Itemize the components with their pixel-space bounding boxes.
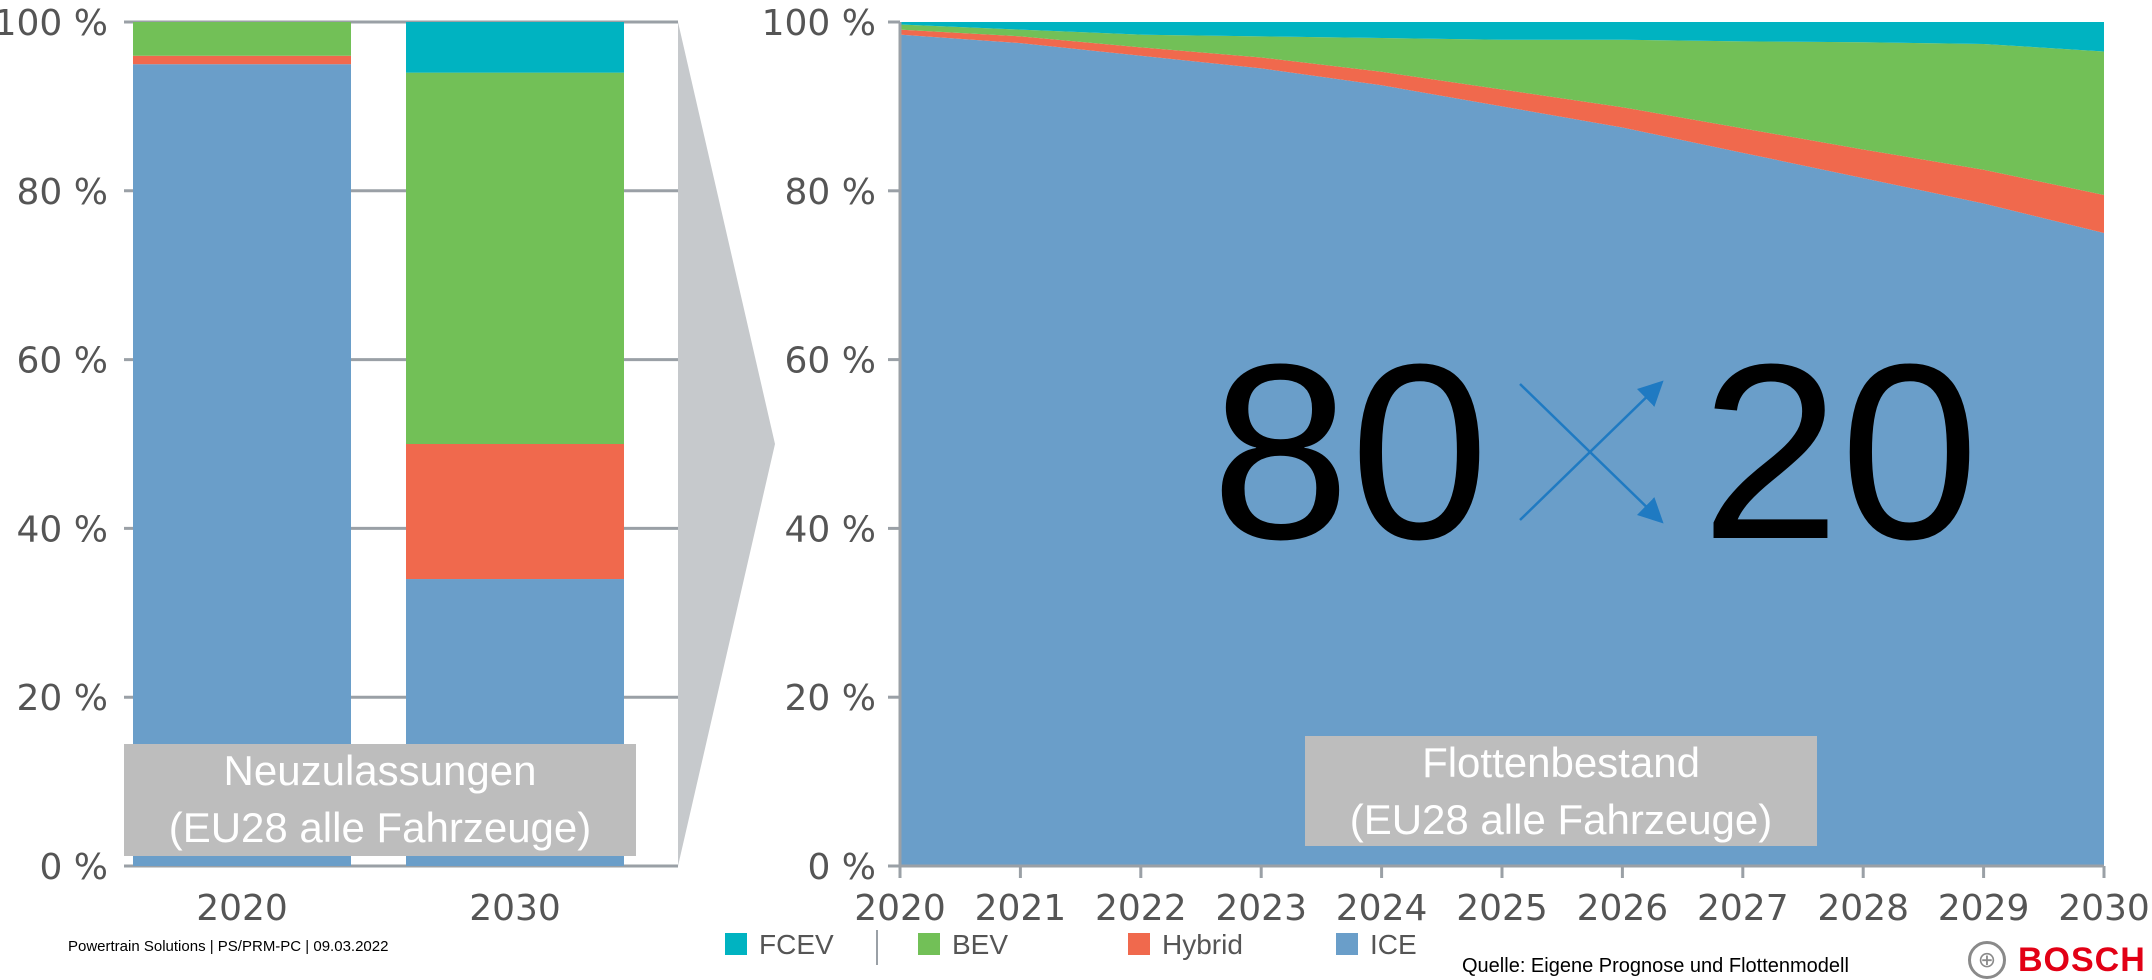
area-bev [900,24,2104,196]
y-tick-label: 100 % [0,3,108,44]
legend: FCEV BEV Hybrid ICE [725,929,1417,965]
footer-left-text: Powertrain Solutions | PS/PRM-PC | 09.03… [68,938,389,955]
caption-line-1: Neuzulassungen [224,747,537,794]
legend-label: FCEV [759,929,834,960]
bar-2030-fcev [406,22,624,73]
x-tick-label: 2030 [469,888,561,929]
x-tick-label: 2028 [1817,888,1909,929]
x-tick-label: 2026 [1577,888,1669,929]
x-tick-label: 2021 [975,888,1067,929]
y-tick-label: 0 % [39,847,108,888]
legend-swatch-ice [1336,933,1358,955]
source-text: Quelle: Eigene Prognose und Flottenmodel… [1462,955,1849,977]
right-chart: 0 % 20 % 40 % 60 % 80 % 100 % 2020 2021 2022 2023… [762,3,2150,929]
ratio-label: 80 20 [1211,312,1979,591]
ratio-right-number: 20 [1701,312,1979,591]
y-tick-label: 20 % [17,678,108,719]
x-tick-label: 2023 [1215,888,1307,929]
x-tick-label: 2020 [196,888,288,929]
y-tick-label: 40 % [785,509,876,550]
bar-2020-ice [133,64,351,866]
arrow-down-right-icon [1519,383,1664,524]
legend-swatch-hybrid [1128,933,1150,955]
left-chart: 0 % 20 % 40 % 60 % 80 % 100 % 2020 2030 Neuzulas… [0,3,678,929]
bar-2020-bev [133,22,351,56]
legend-swatch-bev [918,933,940,955]
ratio-left-number: 80 [1211,312,1489,591]
y-tick-label: 0 % [807,847,876,888]
y-tick-label: 60 % [17,341,108,382]
y-tick-label: 80 % [785,172,876,213]
bar-2020-hybrid [133,55,351,65]
bosch-logo: ⊕ BOSCH [1968,940,2146,980]
bosch-armature-icon: ⊕ [1968,941,2006,979]
area-ice [900,34,2104,867]
bar-2030-hybrid [406,444,624,580]
caption-box [124,744,636,856]
x-tick-label: 2020 [854,888,946,929]
caption-line-2: (EU28 alle Fahrzeuge) [1350,796,1773,843]
y-tick-label: 60 % [785,341,876,382]
y-tick-label: 20 % [785,678,876,719]
caption-box [1305,736,1817,846]
x-tick-label: 2029 [1938,888,2030,929]
x-tick-label: 2022 [1095,888,1187,929]
zoom-connector [678,22,775,866]
legend-label: ICE [1370,929,1417,960]
x-tick-label: 2024 [1336,888,1428,929]
brand-text: BOSCH [2018,940,2146,979]
area-fcev [900,22,2104,52]
y-tick-label: 100 % [762,3,876,44]
y-tick-label: 40 % [17,509,108,550]
caption-line-1: Flottenbestand [1422,739,1700,786]
legend-label: Hybrid [1162,929,1243,960]
x-tick-label: 2030 [2058,888,2150,929]
legend-label: BEV [952,929,1008,960]
legend-swatch-fcev [725,933,747,955]
x-tick-label: 2025 [1456,888,1548,929]
bar-2030-bev [406,72,624,444]
caption-line-2: (EU28 alle Fahrzeuge) [169,804,592,851]
x-tick-label: 2027 [1697,888,1789,929]
y-tick-label: 80 % [17,172,108,213]
connector-shape [678,22,775,866]
